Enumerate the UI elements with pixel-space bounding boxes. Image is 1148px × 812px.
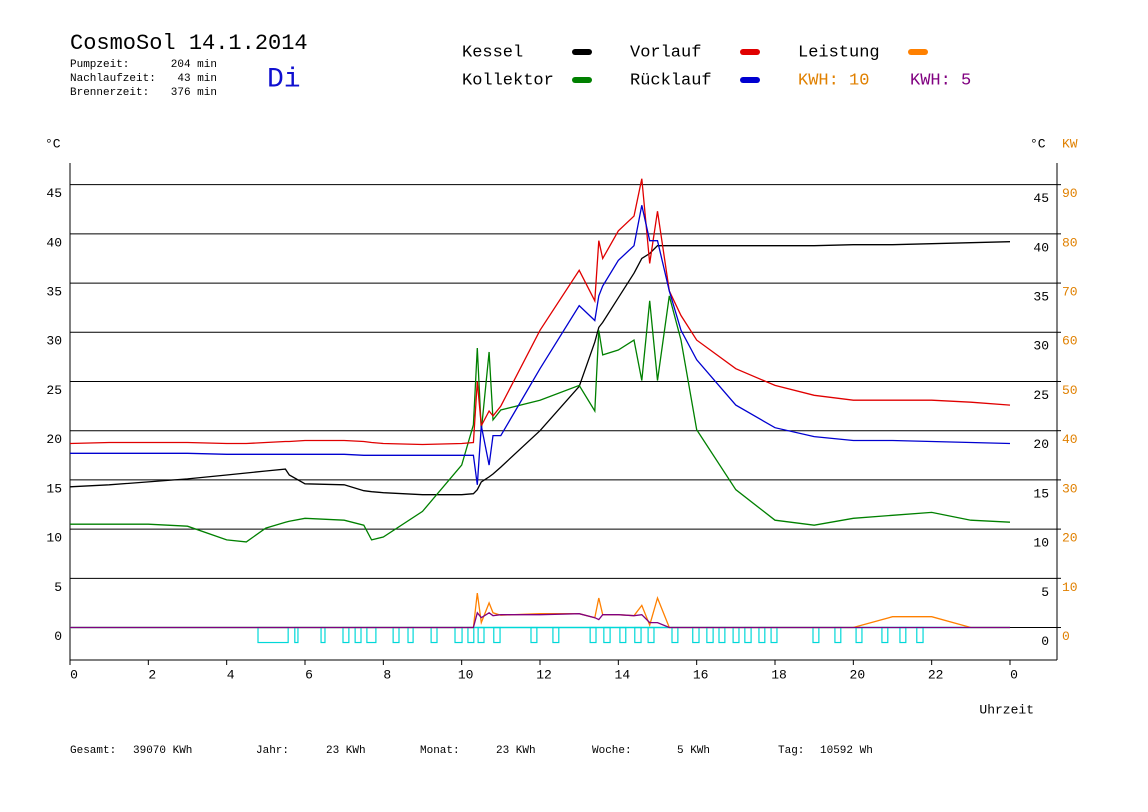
y-tick-label-right: 5 <box>1041 585 1049 600</box>
series-line <box>69 178 1011 446</box>
y2-tick-label: 80 <box>1062 235 1078 250</box>
y-tick-label-right: 0 <box>1041 634 1049 649</box>
y2-tick-label: 90 <box>1062 186 1078 201</box>
y-tick-label: 20 <box>46 432 62 447</box>
y-tick-label: 40 <box>46 235 62 250</box>
pump-pulse <box>477 626 485 644</box>
kwh-label: KWH: 10 <box>798 71 869 90</box>
x-tick-label: 2 <box>148 667 156 682</box>
footer-label: Gesamt: <box>70 745 116 757</box>
x-tick-label: 0 <box>1010 667 1018 682</box>
chart-title: CosmoSol 14.1.2014 <box>70 31 308 56</box>
series-line <box>69 241 1011 496</box>
x-tick-label: 8 <box>383 667 391 682</box>
stat-label: Nachlaufzeit: <box>70 73 156 85</box>
pump-pulse <box>493 626 501 644</box>
y-tick-label: 10 <box>46 531 62 546</box>
legend-label: Kollektor <box>462 71 554 90</box>
footer-label: Monat: <box>420 745 460 757</box>
y-tick-label: 25 <box>46 383 62 398</box>
y-tick-label: 0 <box>54 629 62 644</box>
y-tick-label: 15 <box>46 481 62 496</box>
pump-pulse <box>634 626 642 644</box>
y-tick-label: 30 <box>46 334 62 349</box>
legend-label: Kessel <box>462 43 523 62</box>
y-tick-label: 5 <box>54 580 62 595</box>
pump-pulse <box>603 626 611 644</box>
stat-value: 43 min <box>177 73 217 85</box>
y-tick-label-right: 40 <box>1033 240 1049 255</box>
x-tick-label: 22 <box>928 667 944 682</box>
footer-value: 23 KWh <box>496 745 536 757</box>
day-label: Di <box>267 64 301 95</box>
y2-axis-label-left: °C <box>1030 136 1046 151</box>
footer-value: 39070 KWh <box>133 745 192 757</box>
pump-pulse <box>589 626 597 644</box>
y2-axis-label: KW <box>1062 136 1078 151</box>
series-line <box>70 295 1011 543</box>
y-tick-label-right: 30 <box>1033 339 1049 354</box>
x-tick-label: 20 <box>850 667 866 682</box>
y-axis-label: °C <box>45 136 61 151</box>
y-tick-label-right: 15 <box>1033 486 1049 501</box>
legend-label: Vorlauf <box>630 43 701 62</box>
y-tick-label-right: 20 <box>1033 437 1049 452</box>
kwh-label: KWH: 5 <box>910 71 971 90</box>
footer-value: 23 KWh <box>326 745 366 757</box>
y2-tick-label: 60 <box>1062 334 1078 349</box>
y-tick-label-right: 25 <box>1033 388 1049 403</box>
footer-label: Tag: <box>778 745 804 757</box>
stat-label: Pumpzeit: <box>70 59 129 71</box>
pump-pulse <box>530 626 538 644</box>
x-tick-label: 0 <box>70 667 78 682</box>
x-tick-label: 12 <box>536 667 552 682</box>
x-tick-label: 14 <box>615 667 631 682</box>
series-line <box>70 611 1010 629</box>
footer-value: 5 KWh <box>677 745 710 757</box>
y2-tick-label: 10 <box>1062 580 1078 595</box>
x-axis-label: Uhrzeit <box>979 702 1034 717</box>
footer-label: Woche: <box>592 745 632 757</box>
y2-tick-label: 70 <box>1062 285 1078 300</box>
stat-value: 204 min <box>171 59 217 71</box>
series-line <box>70 205 1011 485</box>
footer-value: 10592 Wh <box>820 745 873 757</box>
y-tick-label-right: 35 <box>1033 290 1049 305</box>
pump-pulse <box>647 626 655 644</box>
x-tick-label: 4 <box>227 667 235 682</box>
y2-tick-label: 50 <box>1062 383 1078 398</box>
y-tick-label: 45 <box>46 186 62 201</box>
y2-tick-label: 40 <box>1062 432 1078 447</box>
y-tick-label: 35 <box>46 285 62 300</box>
x-tick-label: 10 <box>458 667 474 682</box>
y2-tick-label: 30 <box>1062 481 1078 496</box>
y2-tick-label: 20 <box>1062 531 1078 546</box>
x-tick-label: 18 <box>771 667 787 682</box>
y-tick-label-right: 10 <box>1033 536 1049 551</box>
legend-label: Rücklauf <box>630 71 712 90</box>
stat-label: Brennerzeit: <box>70 87 149 99</box>
pump-pulse <box>619 626 627 644</box>
stat-value: 376 min <box>171 87 217 99</box>
y-tick-label-right: 45 <box>1033 191 1049 206</box>
y2-tick-label: 0 <box>1062 629 1070 644</box>
x-tick-label: 16 <box>693 667 709 682</box>
pump-pulse <box>552 626 560 644</box>
footer-label: Jahr: <box>256 745 289 757</box>
legend-label: Leistung <box>798 43 880 62</box>
x-tick-label: 6 <box>305 667 313 682</box>
